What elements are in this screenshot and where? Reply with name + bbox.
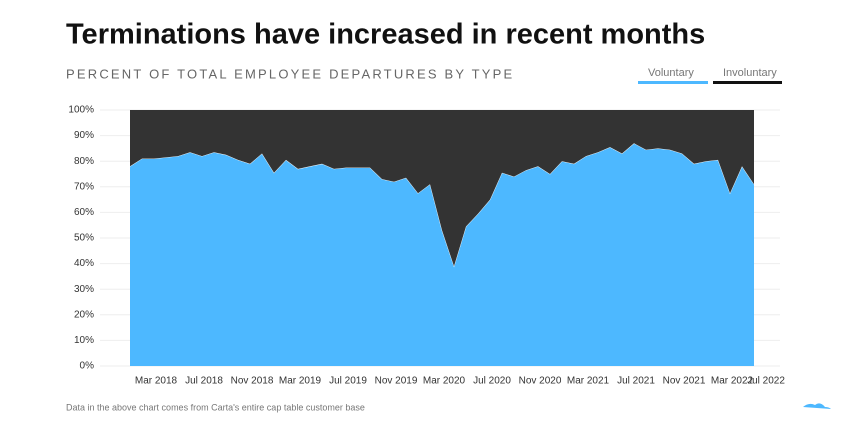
y-tick-label: 80%	[74, 156, 94, 167]
y-tick-label: 10%	[74, 335, 94, 346]
legend-label: Voluntary	[648, 67, 694, 79]
x-tick-label: Jul 2018	[185, 376, 223, 387]
y-tick-label: 60%	[74, 207, 94, 218]
y-tick-label: 20%	[74, 309, 94, 320]
x-tick-label: Mar 2020	[423, 376, 466, 387]
x-tick-label: Jul 2022	[747, 376, 785, 387]
logo-icon	[803, 403, 831, 409]
y-tick-label: 100%	[68, 105, 94, 116]
x-tick-label: Mar 2018	[135, 376, 178, 387]
x-tick-label: Mar 2022	[711, 376, 754, 387]
legend-label: Involuntary	[723, 67, 777, 79]
footnote: Data in the above chart comes from Carta…	[66, 402, 365, 412]
y-tick-label: 90%	[74, 130, 94, 141]
y-tick-label: 50%	[74, 233, 94, 244]
x-tick-label: Jul 2021	[617, 376, 655, 387]
x-tick-label: Mar 2019	[279, 376, 322, 387]
legend-swatch	[638, 81, 708, 84]
x-tick-label: Jul 2020	[473, 376, 511, 387]
chart-title: Terminations have increased in recent mo…	[66, 19, 705, 51]
x-tick-label: Mar 2021	[567, 376, 610, 387]
y-tick-label: 0%	[80, 361, 95, 372]
x-tick-label: Nov 2019	[375, 376, 418, 387]
y-tick-label: 70%	[74, 181, 94, 192]
y-tick-label: 40%	[74, 258, 94, 269]
x-tick-label: Nov 2021	[663, 376, 706, 387]
y-tick-label: 30%	[74, 284, 94, 295]
x-tick-label: Jul 2019	[329, 376, 367, 387]
area	[130, 110, 754, 267]
x-tick-label: Nov 2018	[231, 376, 274, 387]
x-tick-label: Nov 2020	[519, 376, 562, 387]
chart-subtitle: PERCENT OF TOTAL EMPLOYEE DEPARTURES BY …	[66, 66, 514, 81]
area	[130, 143, 754, 366]
legend-swatch	[713, 81, 782, 84]
